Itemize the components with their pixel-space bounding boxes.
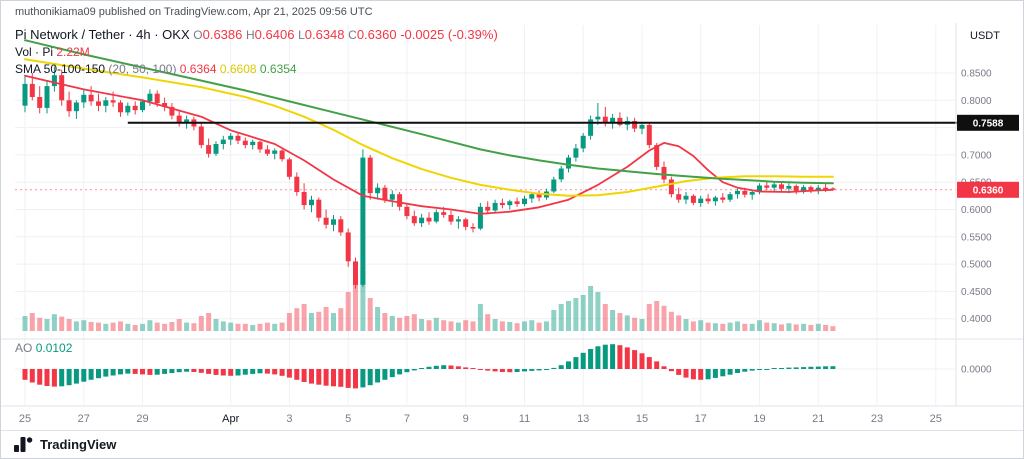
hline-price-tag	[957, 114, 1019, 131]
publish-info: muthonikiama09 published on TradingView.…	[15, 6, 373, 18]
price-axis[interactable]: 0.85000.80000.70000.65000.60000.55000.50…	[957, 69, 1019, 376]
svg-text:0.7000: 0.7000	[961, 150, 992, 161]
sma50-value: 0.6608	[219, 62, 257, 76]
svg-text:29: 29	[136, 413, 148, 425]
sma-legend-row[interactable]: SMA 50-100-150 (20, 50, 100) 0.6364 0.66…	[15, 61, 498, 77]
svg-text:0.5000: 0.5000	[961, 260, 992, 271]
chart-legend: Pi Network / Tether · 4h · OKX O0.6386 H…	[15, 27, 498, 77]
svg-text:21: 21	[812, 413, 824, 425]
svg-text:25: 25	[19, 413, 31, 425]
volume-legend-row[interactable]: Vol · Pi 2.22M	[15, 44, 498, 60]
svg-text:Apr: Apr	[222, 413, 239, 425]
svg-text:27: 27	[78, 413, 90, 425]
symbol-subtitle: · 4h · OKX	[128, 27, 190, 42]
svg-text:0.8500: 0.8500	[961, 69, 992, 80]
sma100-value: 0.6354	[259, 62, 297, 76]
svg-text:5: 5	[345, 413, 351, 425]
ao-legend-row[interactable]: AO 0.0102	[15, 341, 72, 355]
sma-20-line	[24, 74, 834, 215]
svg-text:19: 19	[753, 413, 765, 425]
svg-text:7: 7	[404, 413, 410, 425]
open-label: O	[193, 28, 203, 42]
high-value: 0.6406	[254, 27, 295, 42]
svg-text:0.7588: 0.7588	[973, 118, 1004, 129]
time-axis[interactable]: 25 27 29 Apr 3 5 7 9 11 13 15 17 19 21 23 25	[19, 413, 942, 425]
symbol-legend-row[interactable]: Pi Network / Tether · 4h · OKX O0.6386 H…	[15, 27, 498, 43]
change-percent: (-0.39%)	[447, 27, 498, 42]
svg-text:0.8000: 0.8000	[961, 96, 992, 107]
volume-value: 2.22M	[56, 45, 90, 59]
footer-bar: TradingView	[1, 430, 1023, 458]
tradingview-logo-icon[interactable]	[14, 437, 33, 452]
sma-params: (20, 50, 100)	[108, 62, 177, 76]
tradingview-wordmark[interactable]: TradingView	[40, 437, 117, 452]
symbol-title: Pi Network / Tether	[15, 27, 125, 42]
svg-text:11: 11	[519, 413, 530, 425]
svg-text:3: 3	[286, 413, 292, 425]
last-price-tag	[957, 181, 1019, 198]
svg-text:9: 9	[463, 413, 469, 425]
svg-text:0.6000: 0.6000	[961, 205, 992, 216]
svg-text:25: 25	[930, 413, 942, 425]
volume-label: Vol · Pi	[15, 45, 54, 59]
svg-text:13: 13	[577, 413, 589, 425]
svg-text:15: 15	[636, 413, 648, 425]
open-value: 0.6386	[202, 27, 243, 42]
change-value: -0.0025	[400, 27, 445, 42]
svg-text:0.4000: 0.4000	[961, 314, 992, 325]
svg-text:0.5500: 0.5500	[961, 232, 992, 243]
close-label: C	[348, 28, 357, 42]
svg-text:0.4500: 0.4500	[961, 287, 992, 298]
low-label: L	[298, 28, 305, 42]
grid	[15, 25, 956, 405]
svg-text:17: 17	[695, 413, 707, 425]
ao-histogram	[22, 344, 836, 389]
sma-label: SMA 50-100-150	[15, 62, 106, 76]
svg-text:23: 23	[871, 413, 883, 425]
close-value: 0.6360	[356, 27, 397, 42]
ao-value: 0.0102	[35, 341, 73, 355]
price-axis-currency: USDT	[970, 30, 1000, 42]
svg-text:0.0000: 0.0000	[961, 365, 992, 376]
high-label: H	[246, 28, 255, 42]
sma-100-line	[24, 39, 834, 185]
ao-label: AO	[15, 341, 33, 355]
svg-text:0.6360: 0.6360	[973, 185, 1004, 196]
low-value: 0.6348	[304, 27, 345, 42]
volume-bars	[22, 271, 836, 331]
sma20-value: 0.6364	[179, 62, 217, 76]
